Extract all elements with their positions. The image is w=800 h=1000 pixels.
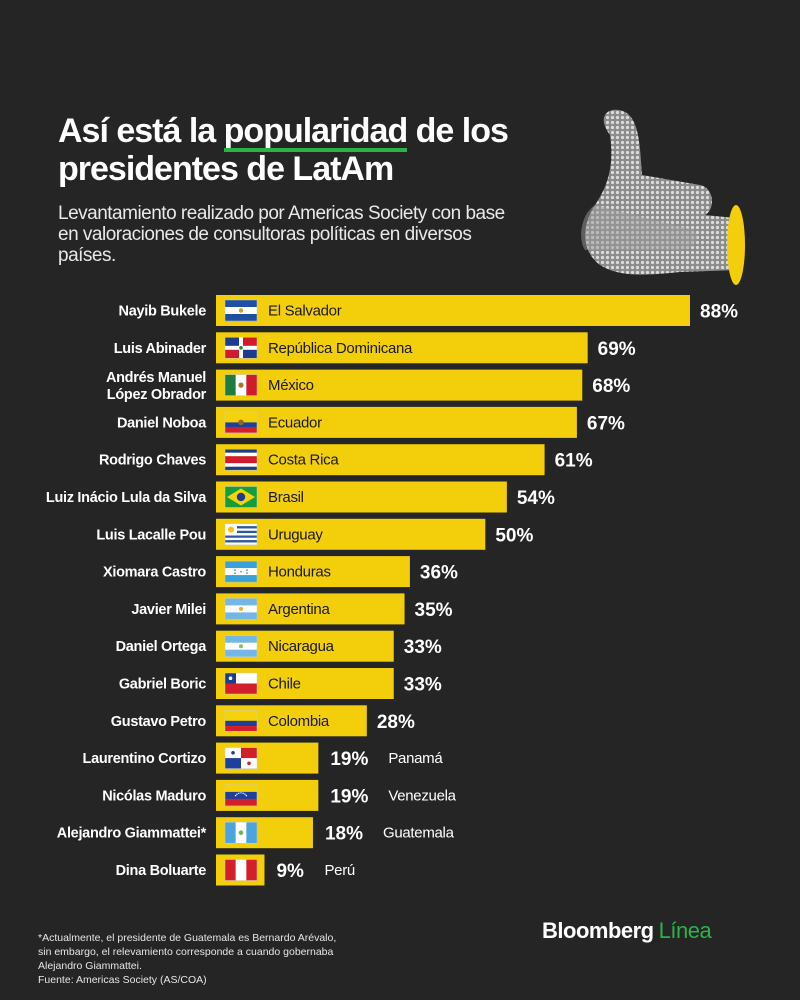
flag-peru-icon xyxy=(224,859,258,881)
flag-costa-rica-icon xyxy=(224,448,258,471)
footnote-line: sin embargo, el relevamiento corresponde… xyxy=(38,946,334,958)
value-label: 18% xyxy=(325,824,363,845)
country-label: México xyxy=(268,377,314,394)
flag-panama-icon xyxy=(224,747,258,769)
value-label: 33% xyxy=(404,637,442,658)
value-label: 19% xyxy=(330,786,368,807)
value-label: 9% xyxy=(276,861,304,882)
chart-subtitle: Levantamiento realizado por Americas Soc… xyxy=(58,203,505,266)
country-label: Panamá xyxy=(388,750,443,767)
bar-ecuador xyxy=(216,406,577,438)
flag-el-salvador-icon xyxy=(224,299,258,322)
title-end: de los presidentes de LatAm xyxy=(58,112,509,188)
country-label: Venezuela xyxy=(388,787,456,804)
president-label: Daniel Noboa xyxy=(117,415,207,431)
value-label: 69% xyxy=(598,339,636,360)
president-label: Dina Boluarte xyxy=(116,863,207,879)
source-note: Fuente: Americas Society (AS/COA) xyxy=(38,974,207,986)
country-label: Costa Rica xyxy=(268,452,339,469)
president-label: Nayib Bukele xyxy=(119,304,207,320)
footnote-line: Alejandro Giammattei. xyxy=(38,960,142,972)
country-label: Perú xyxy=(324,862,355,879)
flag-guatemala-icon xyxy=(224,821,258,844)
flag-chile-icon xyxy=(224,672,258,695)
bar-mexico xyxy=(216,369,583,401)
country-label: Honduras xyxy=(268,564,331,581)
president-label: Javier Milei xyxy=(131,602,206,618)
president-label: Alejandro Giammattei* xyxy=(57,826,207,842)
brand-name: Bloomberg xyxy=(542,918,654,943)
flag-venezuela-icon xyxy=(224,784,258,807)
flag-colombia-icon xyxy=(224,710,258,732)
president-label: Luiz Inácio Lula da Silva xyxy=(46,490,207,506)
country-label: República Dominicana xyxy=(268,340,413,357)
footnote-line: *Actualmente, el presidente de Guatemala… xyxy=(38,932,337,944)
flag-mexico-icon xyxy=(224,374,258,396)
title-start: Así está la xyxy=(58,112,224,150)
value-label: 35% xyxy=(415,600,453,621)
flag-dominican-republic-icon xyxy=(224,337,258,359)
bar-dominican-republic xyxy=(216,332,588,364)
country-label: Uruguay xyxy=(268,526,323,543)
value-label: 54% xyxy=(517,488,555,509)
president-label: Andrés Manuel López Obrador xyxy=(106,370,207,403)
footnote: *Actualmente, el presidente de Guatemala… xyxy=(38,931,378,987)
president-label: Nicólas Maduro xyxy=(102,788,206,804)
bar-uruguay xyxy=(216,518,486,550)
president-label: Rodrigo Chaves xyxy=(99,453,206,469)
flag-ecuador-icon xyxy=(224,411,258,434)
president-label: Gabriel Boric xyxy=(119,677,206,693)
value-label: 36% xyxy=(420,563,458,584)
value-label: 19% xyxy=(330,749,368,770)
value-label: 88% xyxy=(700,302,738,323)
president-label: Gustavo Petro xyxy=(111,714,207,730)
brand-logo: Bloomberg Línea xyxy=(542,918,712,944)
president-label: Luis Lacalle Pou xyxy=(96,527,206,543)
president-label: Luis Abinader xyxy=(114,341,207,357)
country-label: Nicaragua xyxy=(268,638,335,655)
bar-costa-rica xyxy=(216,444,545,476)
value-label: 50% xyxy=(495,525,533,546)
country-label: El Salvador xyxy=(268,303,342,320)
country-label: Guatemala xyxy=(383,825,455,842)
value-label: 61% xyxy=(555,451,593,472)
country-label: Colombia xyxy=(268,713,330,730)
president-label: Daniel Ortega xyxy=(116,639,208,655)
flag-argentina-icon xyxy=(224,598,258,620)
thumbs-up-icon xyxy=(581,109,745,285)
bar-chart: Nayib Bukele 88% El Salvador Luis Abinader 6… xyxy=(46,295,738,886)
value-label: 33% xyxy=(404,675,442,696)
country-label: Argentina xyxy=(268,601,330,618)
value-label: 67% xyxy=(587,413,625,434)
value-label: 68% xyxy=(592,376,630,397)
country-label: Chile xyxy=(268,676,301,693)
president-label: Laurentino Cortizo xyxy=(83,751,207,767)
value-label: 28% xyxy=(377,712,415,733)
title-highlight: popularidad xyxy=(223,112,408,152)
brand-suffix: Línea xyxy=(658,918,712,943)
country-label: Brasil xyxy=(268,489,304,506)
flag-honduras-icon xyxy=(224,560,258,583)
country-label: Ecuador xyxy=(268,414,322,431)
chart-title: Así está la popularidad de los president… xyxy=(58,112,578,188)
flag-brazil-icon xyxy=(224,486,258,508)
bar-el-salvador xyxy=(216,295,690,326)
flag-uruguay-icon xyxy=(224,523,258,546)
bar-brazil xyxy=(216,481,507,513)
president-label: Xiomara Castro xyxy=(103,565,206,581)
flag-nicaragua-icon xyxy=(224,635,258,657)
